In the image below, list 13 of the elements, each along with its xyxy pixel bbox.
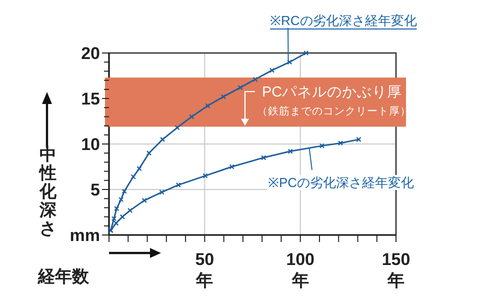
y-tick-label: 5	[90, 180, 100, 200]
y-tick-label: 20	[81, 44, 100, 63]
y-tick-label: mm	[70, 226, 100, 245]
x-tick-label: 50 年	[195, 250, 214, 290]
y-axis-title: 中性化深さ	[38, 145, 58, 238]
y-tick-label: 10	[81, 135, 100, 154]
annotation: ※PCの劣化深さ経年変化	[268, 175, 414, 190]
band-label: PCパネルのかぶり厚（鉄筋までのコンクリート厚）	[257, 84, 411, 118]
y-tick-label: 15	[81, 90, 100, 108]
x-tick-label: 100 年	[286, 250, 315, 290]
x-axis-title: 経年数	[37, 267, 90, 286]
x-tick-label: 150 年	[382, 250, 410, 290]
annotation: ※RCの劣化深さ経年変化	[270, 13, 417, 28]
